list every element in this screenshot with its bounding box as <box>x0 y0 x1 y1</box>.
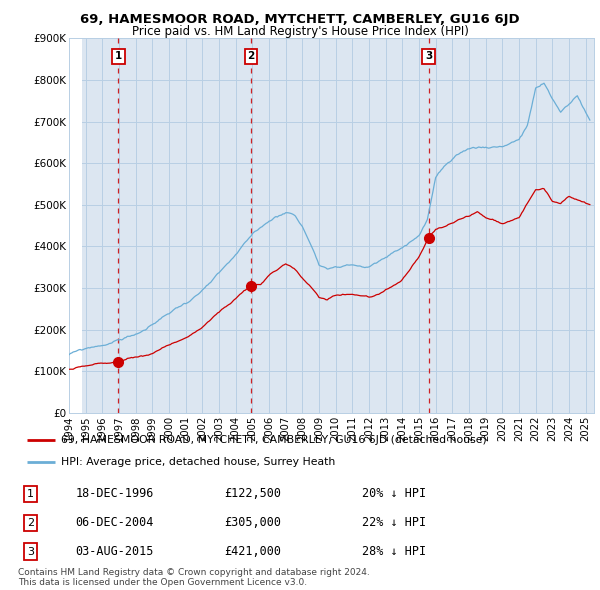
Text: 69, HAMESMOOR ROAD, MYTCHETT, CAMBERLEY, GU16 6JD: 69, HAMESMOOR ROAD, MYTCHETT, CAMBERLEY,… <box>80 13 520 26</box>
Text: Price paid vs. HM Land Registry's House Price Index (HPI): Price paid vs. HM Land Registry's House … <box>131 25 469 38</box>
Text: 20% ↓ HPI: 20% ↓ HPI <box>362 487 426 500</box>
Text: 3: 3 <box>27 546 34 556</box>
Bar <box>69 38 82 413</box>
Text: 2: 2 <box>247 51 254 61</box>
Text: £421,000: £421,000 <box>224 545 281 558</box>
Text: 18-DEC-1996: 18-DEC-1996 <box>76 487 154 500</box>
Text: 2: 2 <box>27 518 34 527</box>
Text: Contains HM Land Registry data © Crown copyright and database right 2024.
This d: Contains HM Land Registry data © Crown c… <box>18 568 370 587</box>
Text: 22% ↓ HPI: 22% ↓ HPI <box>362 516 426 529</box>
Text: 1: 1 <box>27 489 34 499</box>
Text: £122,500: £122,500 <box>224 487 281 500</box>
Text: 03-AUG-2015: 03-AUG-2015 <box>76 545 154 558</box>
Text: HPI: Average price, detached house, Surrey Heath: HPI: Average price, detached house, Surr… <box>61 457 335 467</box>
Text: £305,000: £305,000 <box>224 516 281 529</box>
Text: 1: 1 <box>115 51 122 61</box>
Text: 28% ↓ HPI: 28% ↓ HPI <box>362 545 426 558</box>
Text: 69, HAMESMOOR ROAD, MYTCHETT, CAMBERLEY, GU16 6JD (detached house): 69, HAMESMOOR ROAD, MYTCHETT, CAMBERLEY,… <box>61 435 487 445</box>
Text: 06-DEC-2004: 06-DEC-2004 <box>76 516 154 529</box>
Text: 3: 3 <box>425 51 432 61</box>
